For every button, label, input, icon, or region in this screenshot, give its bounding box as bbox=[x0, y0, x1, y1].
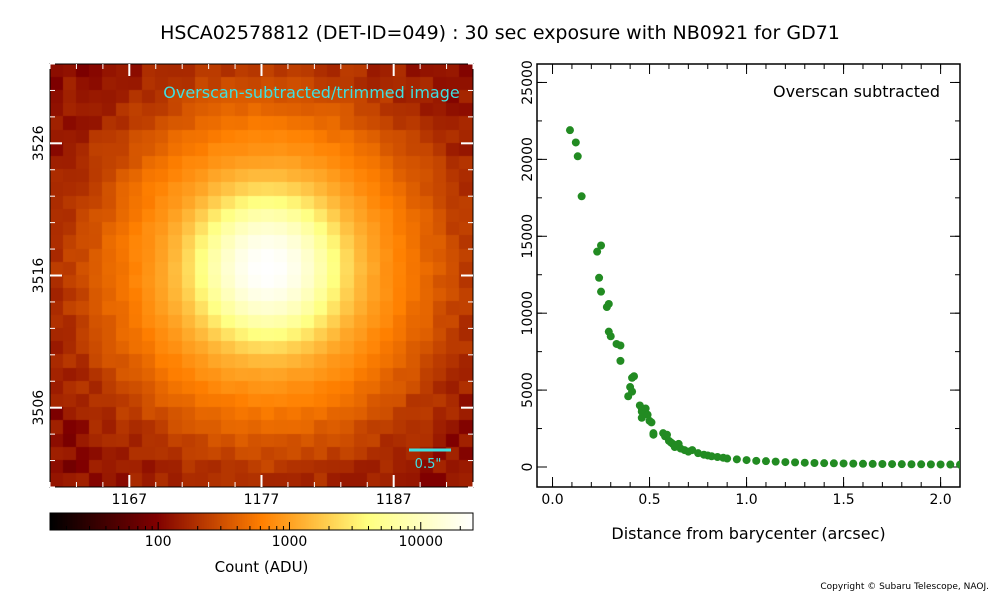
profile-data-point bbox=[868, 459, 877, 468]
image-stamp-border bbox=[49, 63, 474, 488]
profile-x-tick-label: 1.5 bbox=[832, 492, 854, 508]
colorbar-label: Count (ADU) bbox=[215, 558, 309, 576]
profile-data-point bbox=[597, 287, 606, 296]
profile-x-tick-label: 0.0 bbox=[541, 492, 563, 508]
profile-x-tick-label: 2.0 bbox=[929, 492, 951, 508]
stamp-x-tick-label: 1187 bbox=[376, 492, 412, 508]
profile-data-point bbox=[663, 430, 672, 439]
stamp-y-tick-label: 3506 bbox=[31, 390, 47, 426]
profile-data-point bbox=[956, 460, 960, 469]
profile-data-point bbox=[593, 247, 602, 256]
profile-data-point bbox=[649, 430, 658, 439]
radial-profile-axes: 0.0 0.5 1.0 1.5 2.0 0 5000 10000 15000 20000 25000… bbox=[520, 60, 961, 543]
profile-data-point bbox=[752, 456, 761, 465]
profile-data-point bbox=[630, 372, 639, 381]
profile-data-point bbox=[723, 454, 732, 463]
profile-data-point bbox=[897, 460, 906, 469]
profile-data-point bbox=[565, 126, 574, 135]
profile-data-point bbox=[577, 192, 586, 201]
profile-y-tick-label: 10000 bbox=[520, 291, 536, 336]
profile-data-point bbox=[936, 460, 945, 469]
profile-data-point bbox=[810, 459, 819, 468]
profile-data-point bbox=[732, 455, 741, 464]
profile-data-point bbox=[917, 460, 926, 469]
profile-data-point bbox=[781, 458, 790, 467]
profile-data-point bbox=[858, 459, 867, 468]
stamp-x-tick-label: 1177 bbox=[244, 492, 280, 508]
profile-data-point bbox=[606, 332, 615, 341]
stamp-annotation: Overscan-subtracted/trimmed image bbox=[163, 83, 459, 102]
profile-data-point bbox=[571, 138, 580, 147]
profile-data-point bbox=[713, 453, 722, 462]
image-stamp-frame: 1167 1177 1187 3526 3516 3506 Overscan-subtrac… bbox=[31, 63, 474, 508]
profile-annotation: Overscan subtracted bbox=[773, 82, 940, 101]
profile-data-point bbox=[849, 459, 858, 468]
profile-data-point bbox=[604, 299, 613, 308]
colorbar-tick-label: 10000 bbox=[398, 534, 443, 550]
profile-data-point bbox=[616, 356, 625, 365]
profile-x-tick-label: 0.5 bbox=[638, 492, 660, 508]
stamp-y-tick-label: 3526 bbox=[31, 125, 47, 161]
profile-x-tick-label: 1.0 bbox=[735, 492, 757, 508]
profile-data-point bbox=[907, 460, 916, 469]
profile-data-point bbox=[707, 452, 716, 461]
colorbar-tick-label: 100 bbox=[145, 534, 172, 550]
profile-frame bbox=[536, 63, 961, 488]
profile-data-point bbox=[641, 404, 650, 413]
colorbar-ticks: 100 1000 10000 Count (ADU) bbox=[49, 512, 474, 576]
stamp-y-tick-label: 3516 bbox=[31, 258, 47, 294]
copyright-notice: Copyright © Subaru Telescope, NAOJ. bbox=[820, 582, 989, 592]
colorbar-gradient bbox=[50, 513, 473, 530]
profile-y-tick-label: 5000 bbox=[520, 372, 536, 408]
profile-data-point bbox=[791, 458, 800, 467]
profile-data-point bbox=[742, 456, 751, 465]
profile-data-point bbox=[616, 341, 625, 350]
stamp-x-tick-label: 1167 bbox=[111, 492, 147, 508]
profile-data-point bbox=[573, 152, 582, 161]
profile-data-point bbox=[820, 459, 829, 468]
colorbar-border bbox=[49, 512, 474, 531]
profile-data-point bbox=[771, 457, 780, 466]
scale-bar-label: 0.5" bbox=[415, 457, 442, 472]
profile-data-point bbox=[597, 241, 606, 250]
profile-y-tick-label: 15000 bbox=[520, 214, 536, 259]
profile-y-tick-label: 20000 bbox=[520, 137, 536, 182]
profile-data-point bbox=[829, 459, 838, 468]
profile-data-point bbox=[946, 460, 955, 469]
radial-profile-points bbox=[565, 126, 960, 469]
profile-data-point bbox=[839, 459, 848, 468]
profile-data-point bbox=[800, 458, 809, 467]
figure-title: HSCA02578812 (DET-ID=049) : 30 sec expos… bbox=[160, 22, 840, 44]
profile-data-point bbox=[888, 460, 897, 469]
profile-data-point bbox=[926, 460, 935, 469]
profile-data-point bbox=[637, 413, 646, 422]
profile-data-point bbox=[878, 460, 887, 469]
profile-x-axis-label: Distance from barycenter (arcsec) bbox=[611, 524, 885, 543]
profile-data-point bbox=[761, 457, 770, 466]
profile-y-tick-label: 25000 bbox=[520, 60, 536, 105]
profile-data-point bbox=[624, 392, 633, 401]
profile-data-point bbox=[595, 273, 604, 282]
profile-y-tick-label: 0 bbox=[520, 463, 536, 472]
colorbar-tick-label: 1000 bbox=[272, 534, 308, 550]
image-stamp-heatmap bbox=[50, 64, 473, 487]
profile-data-point bbox=[647, 418, 656, 427]
